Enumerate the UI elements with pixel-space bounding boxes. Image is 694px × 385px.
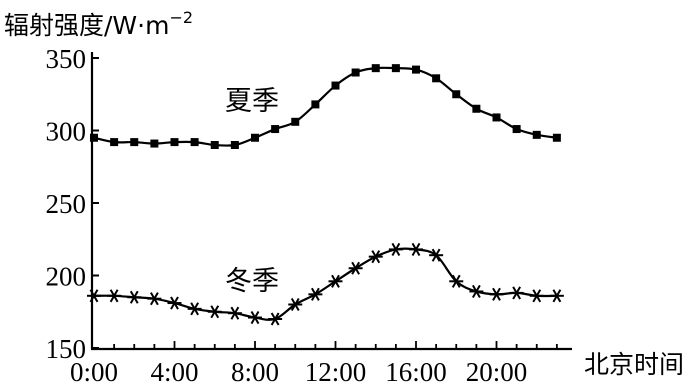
data-point xyxy=(552,133,561,142)
y-tick-label: 150 xyxy=(46,334,87,364)
plot-frame xyxy=(90,52,572,351)
data-point xyxy=(187,302,202,316)
data-point xyxy=(127,290,142,304)
data-point xyxy=(147,292,162,306)
data-point xyxy=(489,287,504,301)
y-tick-label: 350 xyxy=(46,44,87,74)
data-point xyxy=(409,242,423,256)
data-point xyxy=(190,138,199,147)
data-point xyxy=(207,305,222,319)
data-point xyxy=(328,274,343,288)
data-point xyxy=(371,64,380,73)
data-point xyxy=(308,287,323,301)
y-tick-label: 200 xyxy=(46,262,87,292)
data-point xyxy=(368,250,383,264)
data-point xyxy=(412,65,420,74)
data-point xyxy=(210,141,219,149)
data-point xyxy=(348,261,363,275)
data-point xyxy=(429,248,444,262)
data-point xyxy=(469,284,484,299)
y-axis: 150 200 250 300 350 xyxy=(46,44,99,364)
x-tick-label: 20:00 xyxy=(466,357,528,385)
data-point xyxy=(388,242,403,256)
data-point xyxy=(512,125,521,134)
data-point xyxy=(271,125,280,134)
series-label-2: 冬季 xyxy=(225,266,279,297)
data-point xyxy=(529,289,544,303)
data-point xyxy=(351,68,360,77)
data-point xyxy=(549,289,564,303)
data-point xyxy=(509,286,524,300)
data-point xyxy=(288,297,303,312)
data-point xyxy=(291,117,300,126)
y-axis-title-sup: −2 xyxy=(169,8,193,27)
data-point xyxy=(532,130,541,139)
data-point xyxy=(110,138,119,147)
data-point xyxy=(472,104,481,113)
data-point xyxy=(492,113,501,122)
series-line xyxy=(93,247,557,321)
y-tick-label: 250 xyxy=(46,189,87,219)
y-axis-title: 辐射强度/W·m−2 xyxy=(4,8,193,40)
y-tick-label: 300 xyxy=(46,117,87,147)
data-point xyxy=(150,139,159,148)
x-tick-label: 4:00 xyxy=(150,357,198,385)
series-label-1: 夏季 xyxy=(225,86,279,117)
data-point xyxy=(167,296,182,310)
x-tick-label: 0:00 xyxy=(70,357,118,385)
data-point xyxy=(432,74,441,83)
data-point xyxy=(268,312,283,326)
x-tick-label: 12:00 xyxy=(305,357,367,385)
data-point xyxy=(230,141,239,149)
data-point xyxy=(170,138,179,147)
series-1 xyxy=(90,64,561,149)
series-2 xyxy=(87,242,564,326)
data-point xyxy=(107,289,122,303)
data-point xyxy=(251,133,259,142)
x-tick-label: 16:00 xyxy=(385,357,447,385)
x-axis: 0:00 4:00 8:00 12:00 16:00 20:00 xyxy=(70,341,558,385)
data-point xyxy=(227,306,242,320)
data-point xyxy=(87,289,101,303)
data-point xyxy=(130,138,139,147)
data-point xyxy=(311,100,320,109)
x-tick-label: 8:00 xyxy=(231,357,279,385)
data-point xyxy=(452,90,461,99)
data-point xyxy=(90,133,98,142)
series-line xyxy=(93,66,558,147)
y-axis-title-text: 辐射强度/W·m xyxy=(4,11,169,40)
data-point xyxy=(248,310,262,325)
x-axis-title: 北京时间 xyxy=(584,350,684,379)
data-point xyxy=(391,64,400,73)
data-point xyxy=(449,274,464,288)
data-point xyxy=(331,81,340,90)
